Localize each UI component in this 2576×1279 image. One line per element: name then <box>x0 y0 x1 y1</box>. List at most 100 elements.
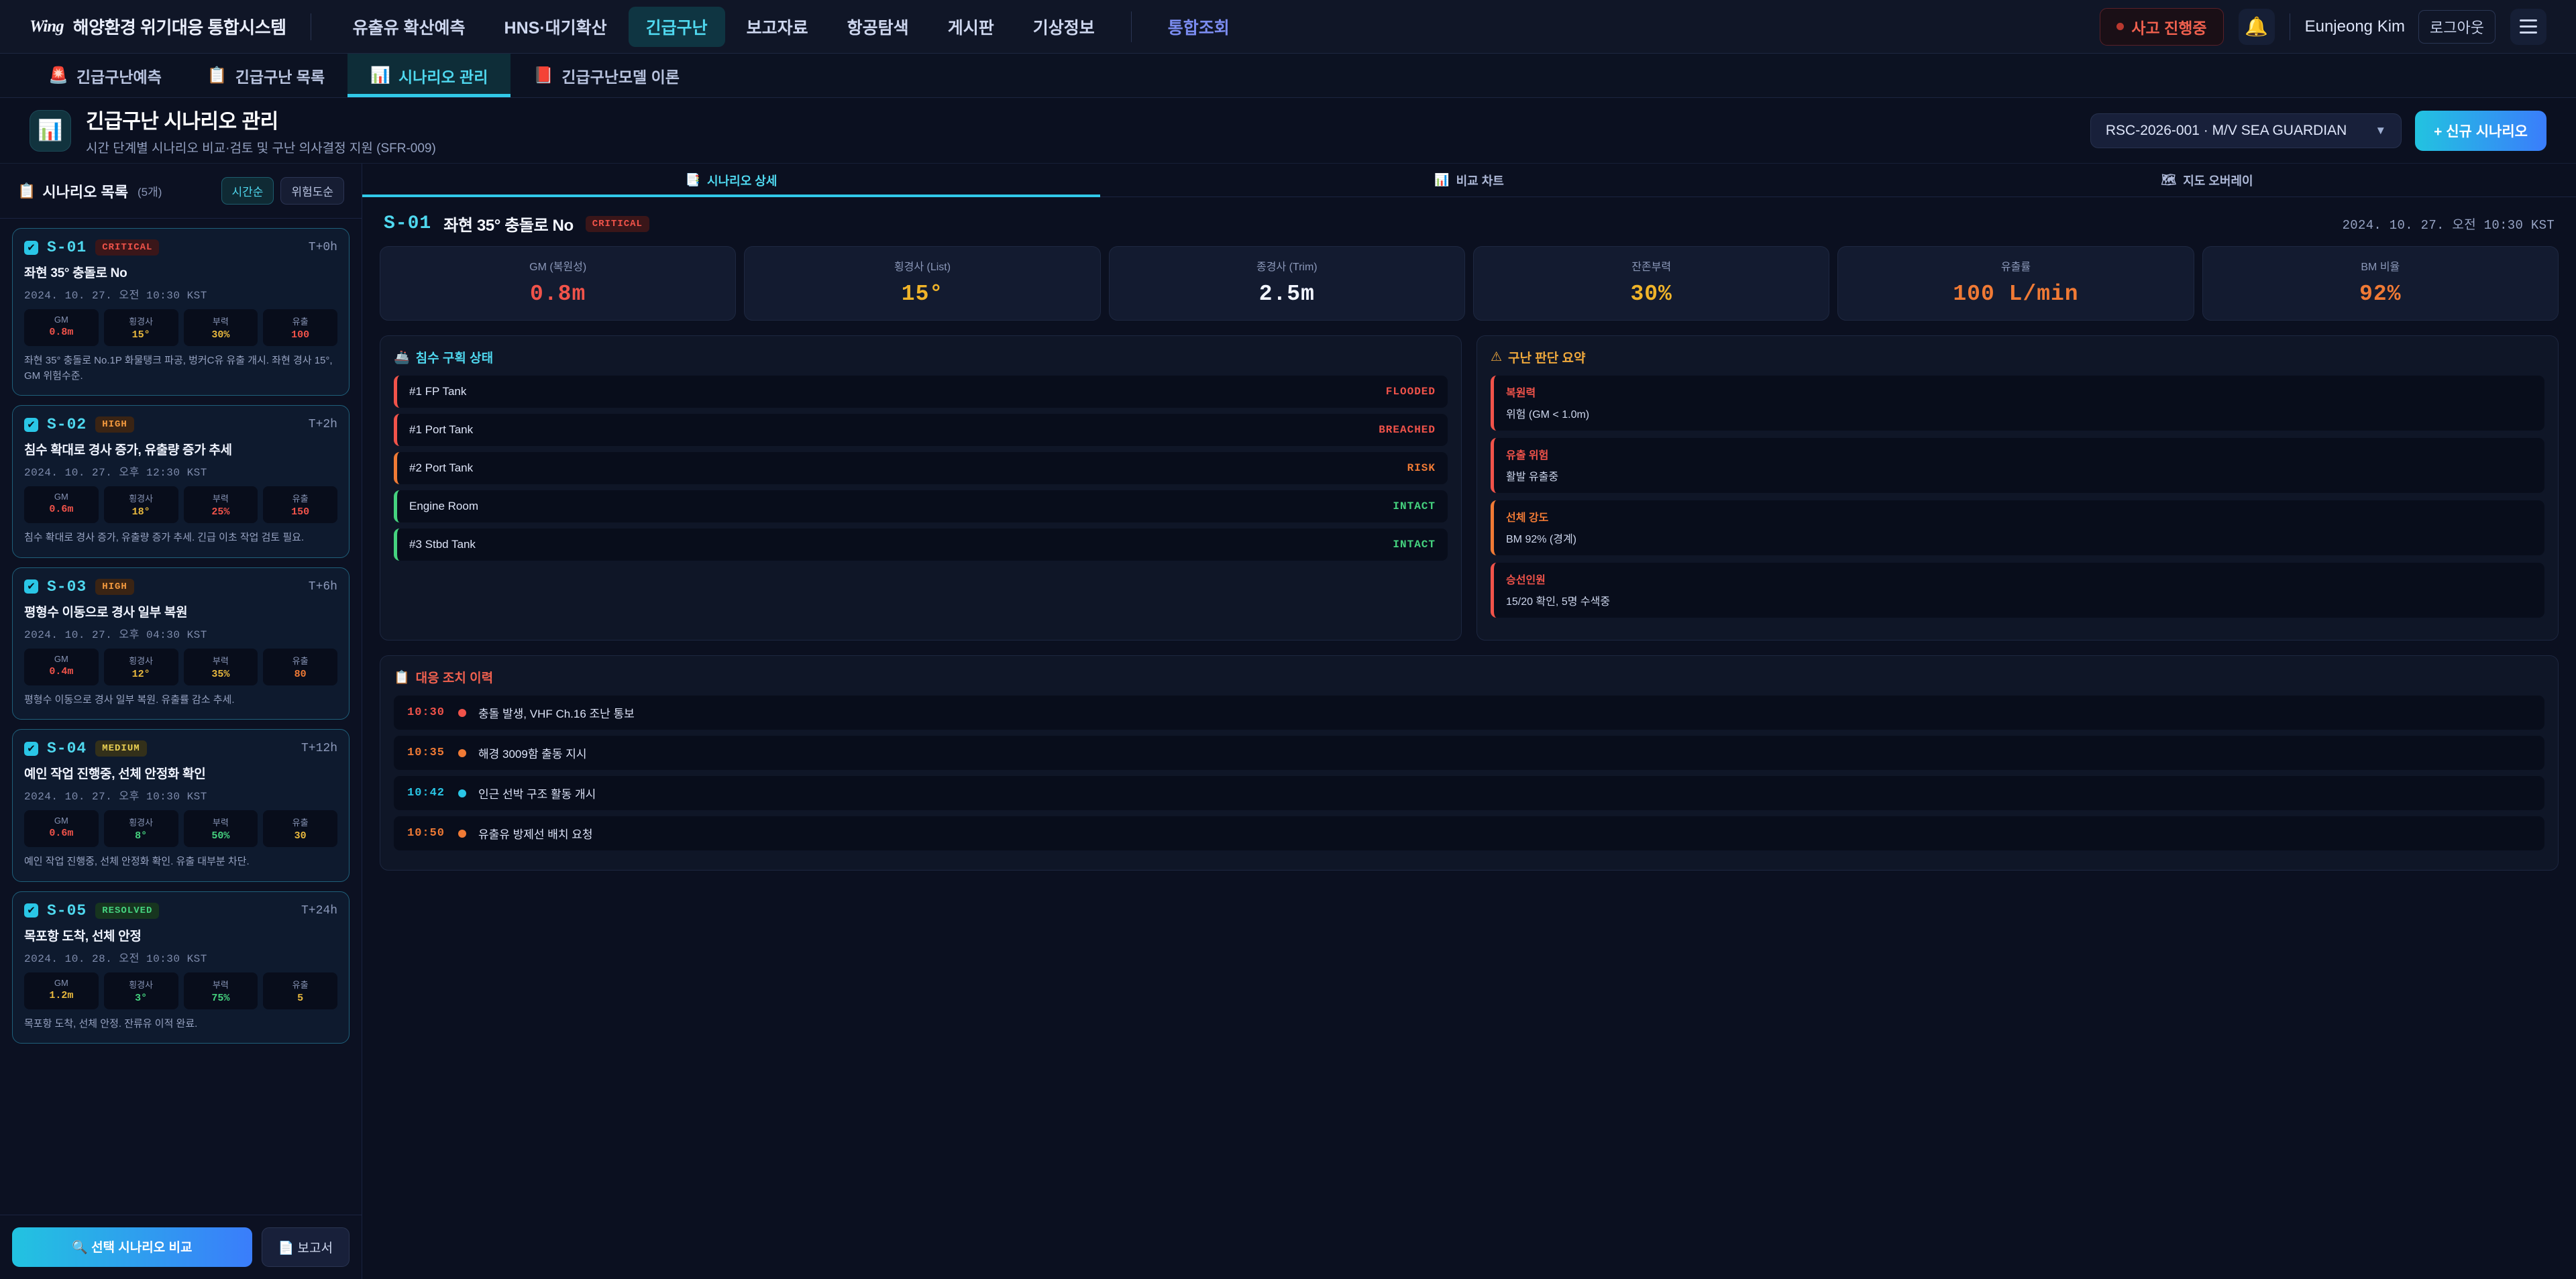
metric-value: 0.4m <box>49 665 74 677</box>
clipboard-icon: 📋 <box>394 670 410 685</box>
scenario-description: 평형수 이동으로 경사 일부 복원. 유출률 감소 추세. <box>24 693 235 706</box>
metric-key: 횡경사 <box>129 655 154 666</box>
judgement-row: 복원력 위험 (GM < 1.0m) <box>1491 376 2544 431</box>
scenario-card-list: ✔ S-01 CRITICAL T+0h 좌현 35° 충돌로 No 2024.… <box>0 219 362 1215</box>
metric-value: 18° <box>131 506 150 518</box>
metric-key: 횡경사 <box>129 317 154 327</box>
scenario-checkbox[interactable]: ✔ <box>24 579 38 594</box>
nav-item-reports[interactable]: 보고자료 <box>746 18 808 38</box>
judgement-key: 승선인원 <box>1506 575 1546 586</box>
new-scenario-button[interactable]: + 신규 시나리오 <box>2415 110 2546 151</box>
tab-salvage-prediction[interactable]: 🚨 긴급구난예측 <box>25 54 184 97</box>
scenario-datetime: 2024. 10. 28. 오전 10:30 KST <box>24 952 207 965</box>
report-label: 보고서 <box>297 1241 333 1256</box>
action-log-time: 10:42 <box>407 787 445 799</box>
scenario-time-offset: T+2h <box>308 418 337 431</box>
tab-salvage-list[interactable]: 📋 긴급구난 목록 <box>184 54 347 97</box>
kpi-value: 30% <box>1630 282 1672 307</box>
nav-item-integrated-search[interactable]: 통합조회 <box>1167 18 1230 38</box>
scenario-checkbox[interactable]: ✔ <box>24 741 38 756</box>
scenario-description: 예인 작업 진행중, 선체 안정화 확인. 유출 대부분 차단. <box>24 856 250 867</box>
page-subtitle: 시간 단계별 시나리오 비교·검토 및 구난 의사결정 지원 (SFR-009) <box>86 142 436 156</box>
logout-button[interactable]: 로그아웃 <box>2418 9 2496 44</box>
scenario-checkbox[interactable]: ✔ <box>24 240 38 255</box>
tab-salvage-model-theory[interactable]: 📕 긴급구난모델 이론 <box>511 54 702 97</box>
scenario-checkbox[interactable]: ✔ <box>24 417 38 432</box>
compartment-status-panel: 🚢 침수 구획 상태 #1 FP Tank FLOODED #1 Port Ta… <box>380 335 1462 641</box>
metric-value: 75% <box>211 992 230 1004</box>
metric-key: 유출 <box>292 818 309 828</box>
user-area: Eunjeong Kim 로그아웃 <box>2305 9 2496 44</box>
nav-item-board[interactable]: 게시판 <box>947 18 994 38</box>
metric-key: 유출 <box>292 655 309 666</box>
kpi-value: 100 L/min <box>1953 282 2079 307</box>
scenario-metric: GM 0.8m <box>24 309 99 346</box>
scenario-checkbox[interactable]: ✔ <box>24 903 38 917</box>
metric-value: 80 <box>294 668 307 680</box>
vessel-select[interactable]: RSC-2026-001 · M/V SEA GUARDIAN ▼ <box>2090 113 2402 148</box>
action-log-time: 10:35 <box>407 746 445 759</box>
scenario-datetime: 2024. 10. 27. 오후 12:30 KST <box>24 467 207 479</box>
brand-logo[interactable]: Wing 해양환경 위기대응 통합시스템 <box>30 14 286 39</box>
sub-tab-bar: 🚨 긴급구난예측 📋 긴급구난 목록 📊 시나리오 관리 📕 긴급구난모델 이론 <box>0 54 2576 98</box>
page-title: 긴급구난 시나리오 관리 <box>86 111 278 133</box>
tab-comparison-chart[interactable]: 📊 비교 차트 <box>1100 164 1838 197</box>
scenario-id: S-03 <box>47 577 87 596</box>
severity-badge: HIGH <box>95 416 134 433</box>
kpi-card: 횡경사 (List) 15° <box>744 246 1101 321</box>
judgement-key: 복원력 <box>1506 388 1536 399</box>
detail-panels: 🚢 침수 구획 상태 #1 FP Tank FLOODED #1 Port Ta… <box>380 335 2559 641</box>
scenario-metric: 부력 75% <box>183 972 258 1009</box>
action-log-time: 10:50 <box>407 827 445 840</box>
metric-value: 0.6m <box>49 504 74 515</box>
hamburger-icon[interactable] <box>2510 8 2546 45</box>
scenario-metric: 유출 5 <box>263 972 337 1009</box>
tab-scenario-management[interactable]: 📊 시나리오 관리 <box>347 54 511 97</box>
compartment-row: #1 Port Tank BREACHED <box>394 414 1448 446</box>
metric-value: 5 <box>297 992 304 1004</box>
scenario-metric: 부력 50% <box>183 810 258 847</box>
sort-by-risk-button[interactable]: 위험도순 <box>280 177 344 205</box>
sidebar-count: (5개) <box>137 186 162 199</box>
metric-value: 12° <box>131 668 150 680</box>
report-button[interactable]: 📄 보고서 <box>261 1227 350 1267</box>
compartment-panel-title-group: 🚢 침수 구획 상태 <box>394 348 1448 366</box>
sort-by-time-button[interactable]: 시간순 <box>221 177 274 205</box>
detail-icon: 📑 <box>685 173 701 186</box>
compartment-name: #3 Stbd Tank <box>409 538 476 551</box>
scenario-sidebar: 📋 시나리오 목록 (5개) 시간순 위험도순 ✔ S-01 CRITICAL … <box>0 164 362 1279</box>
scenario-metric: GM 0.6m <box>24 810 99 847</box>
bell-icon[interactable]: 🔔 <box>2238 8 2275 45</box>
tab-label: 시나리오 관리 <box>398 68 488 86</box>
clipboard-icon: 📋 <box>207 66 227 85</box>
scenario-card[interactable]: ✔ S-04 MEDIUM T+12h 예인 작업 진행중, 선체 안정화 확인… <box>12 729 350 882</box>
compare-scenarios-button[interactable]: 🔍 선택 시나리오 비교 <box>12 1227 252 1267</box>
status-badge-label: 사고 진행중 <box>2131 19 2207 37</box>
nav-item-aerial-search[interactable]: 항공탐색 <box>847 18 909 38</box>
scenario-card[interactable]: ✔ S-03 HIGH T+6h 평형수 이동으로 경사 일부 복원 2024.… <box>12 567 350 720</box>
nav-item-weather[interactable]: 기상정보 <box>1032 18 1095 38</box>
scenario-metrics: GM 0.8m 횡경사 15° 부력 30% 유출 100 <box>24 309 337 346</box>
judgement-row: 승선인원 15/20 확인, 5명 수색중 <box>1491 563 2544 618</box>
action-log-row: 10:30 충돌 발생, VHF Ch.16 조난 통보 <box>394 696 2544 730</box>
alarm-icon: 🚨 <box>48 66 68 85</box>
scenario-time-offset: T+6h <box>308 579 337 594</box>
tab-label: 긴급구난모델 이론 <box>561 68 680 86</box>
nav-item-oilspill[interactable]: 유출유 확산예측 <box>352 18 466 38</box>
chart-icon: 📊 <box>370 66 390 85</box>
scenario-card[interactable]: ✔ S-02 HIGH T+2h 침수 확대로 경사 증가, 유출량 증가 추세… <box>12 405 350 558</box>
nav-item-emergency-salvage[interactable]: 긴급구난 <box>628 6 725 47</box>
tab-label: 시나리오 상세 <box>707 174 777 188</box>
main-navigation: 유출유 확산예측 HNS·대기확산 긴급구난 보고자료 항공탐색 게시판 기상정… <box>335 6 1247 47</box>
metric-key: 유출 <box>292 317 309 327</box>
status-dot-icon <box>2116 23 2125 30</box>
kpi-value: 0.8m <box>530 282 586 307</box>
scenario-card[interactable]: ✔ S-01 CRITICAL T+0h 좌현 35° 충돌로 No 2024.… <box>12 228 350 396</box>
nav-item-hns[interactable]: HNS·대기확산 <box>504 18 607 38</box>
tab-scenario-detail[interactable]: 📑 시나리오 상세 <box>362 164 1100 197</box>
tab-map-overlay[interactable]: 🗺 지도 오버레이 <box>1838 164 2576 197</box>
scenario-card[interactable]: ✔ S-05 RESOLVED T+24h 목포항 도착, 선체 안정 2024… <box>12 891 350 1044</box>
metric-value: 25% <box>211 506 230 518</box>
detail-scenario-id: S-01 <box>384 213 432 234</box>
action-log-text: 인근 선박 구조 활동 개시 <box>478 788 596 801</box>
